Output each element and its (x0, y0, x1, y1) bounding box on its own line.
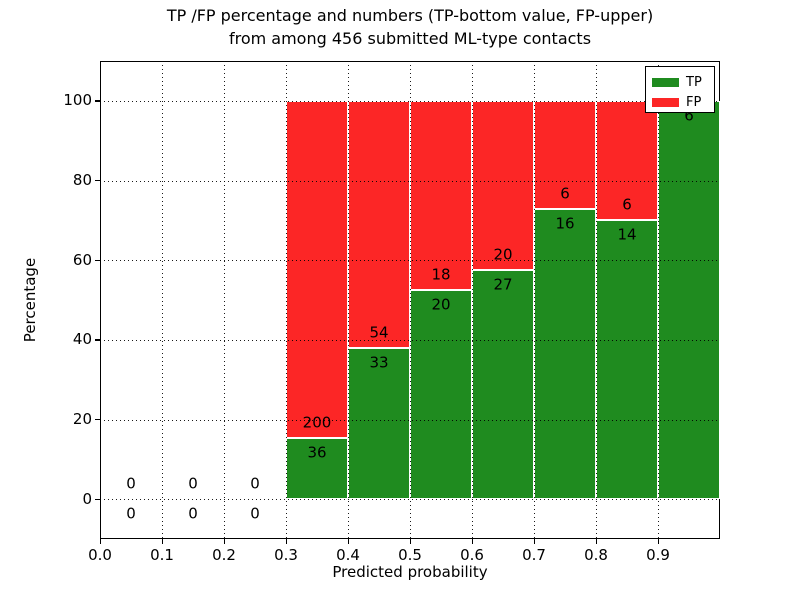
y-tick-20 (95, 419, 100, 421)
y-tick-label-80: 80 (72, 171, 92, 189)
x-tick-0.3 (285, 539, 287, 544)
x-tick-label-0.8: 0.8 (584, 546, 608, 564)
fp-color-swatch (652, 98, 679, 107)
bar-tp-0.8 (596, 220, 658, 500)
fp-count-label-0.4: 54 (369, 323, 389, 342)
bar-tp-0.7 (534, 209, 596, 500)
y-tick-label-0: 0 (82, 489, 92, 508)
x-tick-0.9 (657, 539, 659, 544)
x-tick-label-0.7: 0.7 (522, 546, 546, 564)
y-tick-label-20: 20 (72, 410, 92, 428)
x-tick-0.5 (409, 539, 411, 544)
fp-count-label-0: 0 (126, 474, 136, 493)
fp-count-label-0.5: 18 (431, 265, 451, 284)
tp-count-label-0.8: 14 (617, 225, 637, 244)
y-tick-0 (95, 498, 100, 500)
fp-count-label-0.2: 0 (250, 474, 260, 493)
fp-count-label-0.6: 20 (493, 245, 513, 264)
x-tick-0.6 (471, 539, 473, 544)
v-gridline-0.3 (286, 61, 287, 539)
tp-color-swatch (652, 78, 679, 87)
legend-label-tp: TP (686, 75, 702, 90)
x-tick-label-0.1: 0.1 (150, 546, 174, 564)
legend-item-tp: TP (652, 73, 714, 92)
tp-count-label-0.5: 20 (431, 295, 451, 314)
y-tick-60 (95, 259, 100, 261)
fp-count-label-0.1: 0 (188, 474, 198, 493)
tp-count-label-0.1: 0 (188, 504, 198, 523)
chart-title-line2: from among 456 submitted ML-type contact… (228, 29, 592, 48)
legend-item-fp: FP (652, 93, 714, 112)
chart-title: TP /FP percentage and numbers (TP-bottom… (100, 4, 720, 50)
tp-count-label-0: 0 (126, 504, 136, 523)
bar-tp-0.9 (658, 100, 720, 500)
v-gridline-0.1 (162, 61, 163, 539)
tp-count-label-0.7: 16 (555, 214, 575, 233)
v-gridline-0.9 (658, 61, 659, 539)
v-gridline-0.2 (224, 61, 225, 539)
x-tick-0.4 (347, 539, 349, 544)
y-tick-label-60: 60 (72, 250, 92, 269)
v-gridline-0.6 (472, 61, 473, 539)
bar-fp-0.3 (286, 100, 348, 439)
bar-tp-0.5 (410, 289, 472, 500)
y-axis-label: Percentage (21, 257, 39, 343)
y-tick-label-40: 40 (72, 330, 92, 349)
tp-count-label-0.3: 36 (307, 443, 327, 462)
chart-title-line1: TP /FP percentage and numbers (TP-bottom… (166, 6, 654, 25)
x-tick-0 (99, 539, 101, 544)
fp-count-label-0.7: 6 (560, 184, 570, 203)
bar-fp-0.7 (534, 100, 596, 210)
x-tick-label-0.6: 0.6 (460, 546, 484, 564)
fp-count-label-0.8: 6 (622, 195, 632, 214)
x-tick-label-0.5: 0.5 (398, 546, 422, 564)
x-tick-0.7 (533, 539, 535, 544)
bar-tp-0.6 (472, 270, 534, 500)
tp-count-label-0.2: 0 (250, 504, 260, 523)
legend-label-fp: FP (686, 95, 702, 110)
bar-fp-0.4 (348, 100, 410, 349)
y-tick-100 (95, 100, 100, 102)
v-gridline-0.7 (534, 61, 535, 539)
x-axis-label: Predicted probability (332, 563, 488, 581)
v-gridline-0.8 (596, 61, 597, 539)
x-tick-label-0.4: 0.4 (336, 546, 360, 564)
y-tick-label-100: 100 (63, 91, 92, 110)
x-tick-0.8 (595, 539, 597, 544)
x-tick-0.2 (223, 539, 225, 544)
x-tick-0.1 (161, 539, 163, 544)
tp-count-label-0.9: 6 (684, 106, 694, 125)
legend: TP FP (645, 66, 715, 113)
tp-count-label-0.4: 33 (369, 353, 389, 372)
v-gridline-0.4 (348, 61, 349, 539)
x-tick-label-0.2: 0.2 (212, 546, 236, 564)
fp-count-label-0.3: 200 (302, 413, 332, 432)
y-tick-80 (95, 180, 100, 182)
tp-count-label-0.6: 27 (493, 275, 513, 294)
x-tick-label-0.3: 0.3 (274, 546, 298, 564)
x-tick-label-0: 0.0 (88, 546, 112, 564)
v-gridline-0.5 (410, 61, 411, 539)
bar-fp-0.8 (596, 100, 658, 221)
bar-fp-0.5 (410, 100, 472, 290)
y-tick-40 (95, 339, 100, 341)
x-tick-label-0.9: 0.9 (646, 546, 670, 564)
